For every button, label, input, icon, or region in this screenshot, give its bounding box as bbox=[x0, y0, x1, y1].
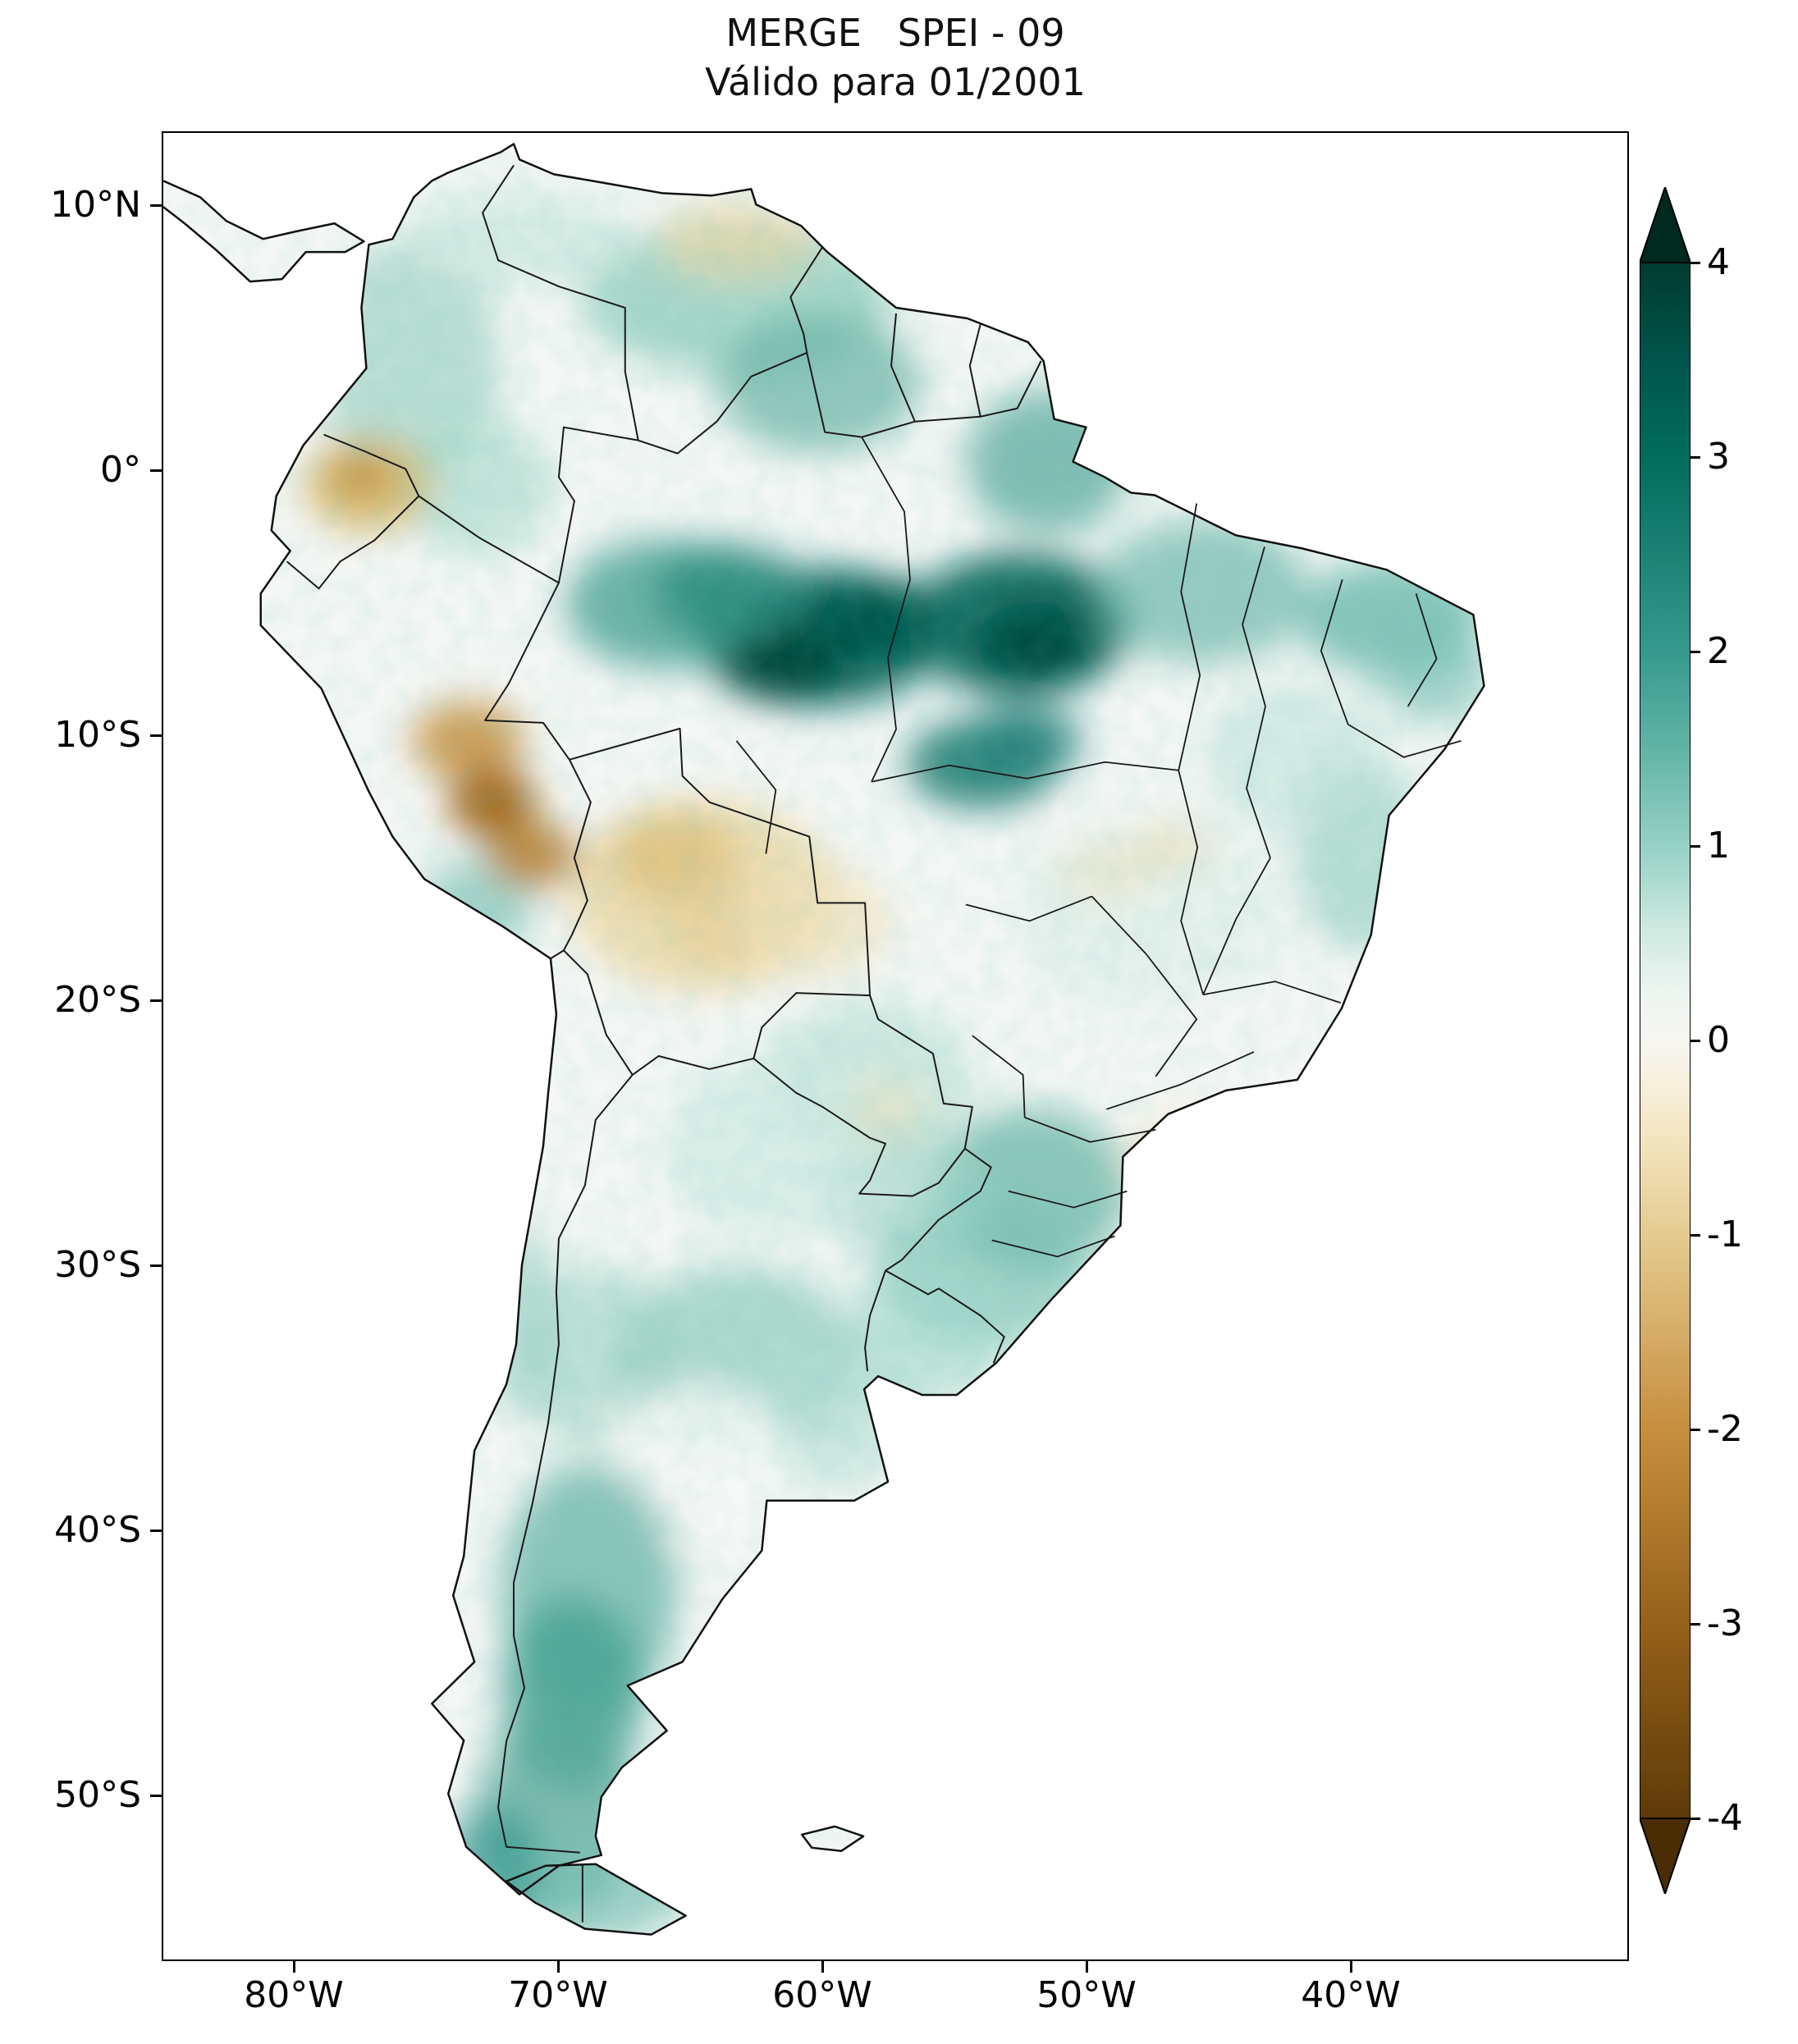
lon-tick-mark bbox=[821, 1961, 824, 1973]
lon-tick-label: 80°W bbox=[244, 1974, 344, 2016]
lat-tick-mark bbox=[150, 469, 162, 472]
lon-tick-label: 70°W bbox=[508, 1974, 608, 2016]
figure-subtitle: Válido para 01/2001 bbox=[705, 60, 1086, 104]
lat-tick-label: 10°S bbox=[54, 714, 141, 756]
lat-tick-label: 0° bbox=[100, 449, 141, 491]
lat-tick-mark bbox=[150, 1530, 162, 1532]
lat-tick-mark bbox=[150, 1264, 162, 1267]
lat-tick-label: 50°S bbox=[54, 1774, 141, 1816]
colorbar bbox=[1640, 187, 1690, 1894]
lon-tick-label: 50°W bbox=[1036, 1974, 1137, 2016]
colorbar-tick-mark bbox=[1690, 1818, 1700, 1820]
colorbar-extend-bottom bbox=[1640, 1818, 1690, 1894]
coastline bbox=[163, 143, 1485, 1936]
colorbar-tick-mark bbox=[1690, 262, 1700, 264]
lon-tick-label: 60°W bbox=[772, 1974, 872, 2016]
spei-field bbox=[163, 144, 1485, 1935]
lon-tick-mark bbox=[293, 1961, 295, 1973]
lat-tick-mark bbox=[150, 999, 162, 1002]
colorbar-tick-mark bbox=[1690, 1429, 1700, 1431]
lon-tick-label: 40°W bbox=[1301, 1974, 1401, 2016]
colorbar-tick-label: -1 bbox=[1707, 1214, 1743, 1255]
inpe-logo: INPE bbox=[1622, 1923, 1629, 1961]
lon-tick-mark bbox=[1086, 1961, 1088, 1973]
colorbar-tick-mark bbox=[1690, 456, 1700, 459]
lat-tick-label: 10°N bbox=[50, 184, 141, 226]
colorbar-tick-label: 4 bbox=[1707, 241, 1730, 283]
colorbar-tick-mark bbox=[1690, 1234, 1700, 1237]
lon-tick-mark bbox=[557, 1961, 560, 1973]
raster-noise-texture bbox=[163, 144, 1485, 1935]
lat-tick-label: 40°S bbox=[54, 1509, 141, 1551]
colorbar-tick-mark bbox=[1690, 845, 1700, 848]
colorbar-tick-mark bbox=[1690, 651, 1700, 653]
lat-tick-mark bbox=[150, 204, 162, 207]
lat-tick-mark bbox=[150, 1795, 162, 1797]
colorbar-tick-label: 2 bbox=[1707, 630, 1730, 672]
colorbar-tick-mark bbox=[1690, 1623, 1700, 1626]
colorbar-tick-mark bbox=[1690, 1040, 1700, 1042]
colorbar-tick-label: 0 bbox=[1707, 1019, 1730, 1061]
colorbar-tick-label: 1 bbox=[1707, 825, 1730, 867]
lat-tick-mark bbox=[150, 734, 162, 737]
figure-title: MERGE SPEI - 09 bbox=[725, 11, 1065, 55]
colorbar-tick-label: -4 bbox=[1707, 1797, 1743, 1839]
colorbar-tick-label: 3 bbox=[1707, 436, 1730, 478]
colorbar-tick-label: -2 bbox=[1707, 1408, 1743, 1450]
lat-tick-label: 20°S bbox=[54, 979, 141, 1021]
south-america-map bbox=[163, 143, 1485, 1936]
lat-tick-label: 30°S bbox=[54, 1244, 141, 1286]
map-plot-area: INPE bbox=[162, 131, 1629, 1961]
state-borders bbox=[735, 437, 1462, 1258]
country-borders bbox=[286, 164, 1042, 1923]
colorbar-extend-top bbox=[1640, 187, 1690, 263]
colorbar-tick-label: -3 bbox=[1707, 1603, 1743, 1644]
lon-tick-mark bbox=[1350, 1961, 1352, 1973]
colorbar-gradient bbox=[1640, 262, 1690, 1819]
